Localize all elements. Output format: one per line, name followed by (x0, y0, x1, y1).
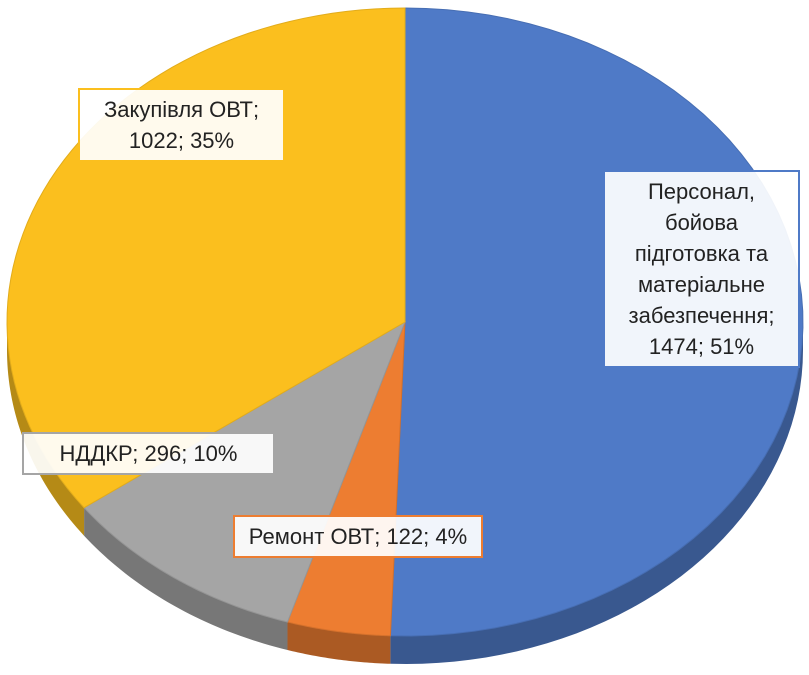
label-value: 1474 (648, 334, 698, 359)
label-value: 122 (386, 524, 424, 549)
label-separator: ; (177, 128, 191, 153)
slice (389, 7, 804, 637)
label-separator: ; (697, 334, 711, 359)
label-category: НДДКР (59, 441, 133, 466)
label-separator: ; (181, 441, 194, 466)
slice-side (84, 507, 288, 651)
label-percent: 35% (190, 128, 235, 153)
label-percent: 4% (435, 524, 468, 549)
data-label: Ремонт ОВТ; 122; 4% (233, 515, 483, 558)
label-separator: ; (252, 97, 260, 122)
label-category: Ремонт ОВТ (248, 524, 375, 549)
slice-side (287, 622, 391, 664)
label-value: 296 (144, 441, 182, 466)
label-separator: ; (768, 303, 775, 328)
label-separator: ; (132, 441, 145, 466)
slice-side (7, 322, 85, 536)
label-category: Персонал, бойова підготовка та матеріаль… (628, 179, 769, 328)
data-label: Персонал, бойова підготовка та матеріаль… (603, 170, 800, 368)
label-separator: ; (423, 524, 436, 549)
label-value: 1022 (128, 128, 178, 153)
label-percent: 51% (710, 334, 755, 359)
label-separator: ; (374, 524, 387, 549)
label-percent: 10% (193, 441, 238, 466)
data-label: Закупівля ОВТ; 1022; 35% (78, 88, 285, 162)
data-label: НДДКР; 296; 10% (22, 432, 275, 475)
label-category: Закупівля ОВТ (103, 97, 253, 122)
